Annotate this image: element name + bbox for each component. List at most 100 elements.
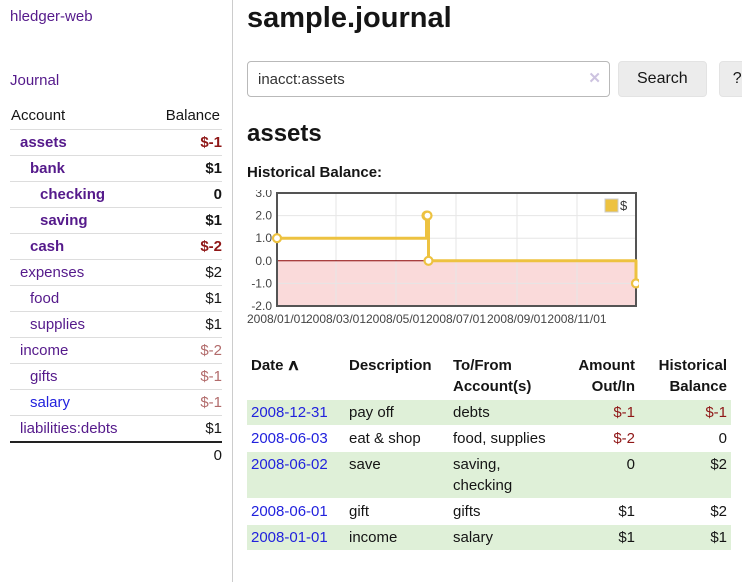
account-link[interactable]: income [20, 342, 69, 359]
transaction-date-link[interactable]: 2008-01-01 [251, 529, 328, 547]
help-button[interactable]: ? [718, 61, 742, 98]
account-row: liabilities:debts $1 [10, 415, 222, 442]
account-balance: $1 [149, 207, 222, 234]
accounts-table: Account Balance assets $-1 bank $1 check… [10, 102, 222, 468]
account-cell: supplies [10, 311, 150, 338]
account-link[interactable]: saving [40, 212, 88, 229]
account-link[interactable]: bank [30, 160, 66, 177]
register-row: 2008-06-01 gift gifts $1 $2 [247, 498, 731, 525]
account-row: income $-2 [10, 337, 222, 364]
account-link[interactable]: salary [30, 394, 71, 411]
account-link[interactable]: cash [30, 238, 65, 255]
search-button[interactable]: Search [618, 61, 707, 98]
account-cell: expenses [10, 259, 150, 286]
svg-text:2008/09/01: 2008/09/01 [487, 312, 547, 326]
register-header-date[interactable]: Date ∧ [251, 357, 300, 375]
account-balance: $-2 [149, 233, 222, 260]
clear-search-icon[interactable]: ✕ [588, 70, 601, 88]
register-balance-cell: $1 [639, 524, 731, 551]
svg-text:2008/07/01: 2008/07/01 [426, 312, 486, 326]
register-date-cell: 2008-06-01 [247, 498, 345, 525]
account-balance: $2 [149, 259, 222, 286]
register-amount-cell: 0 [555, 451, 639, 499]
account-balance: $1 [149, 415, 222, 442]
transaction-date-link[interactable]: 2008-12-31 [251, 404, 328, 422]
search-row: ✕ Search ? [247, 61, 742, 98]
app-brand-link[interactable]: hledger-web [10, 8, 93, 25]
register-date-cell: 2008-12-31 [247, 399, 345, 426]
account-balance: 0 [149, 181, 222, 208]
account-row: gifts $-1 [10, 363, 222, 390]
accounts-header-row: Account Balance [10, 102, 222, 130]
svg-text:-2.0: -2.0 [251, 299, 272, 313]
account-balance: $-1 [149, 389, 222, 416]
register-accounts-cell: gifts [449, 498, 555, 525]
register-accounts-cell: debts [449, 399, 555, 426]
transaction-date-link[interactable]: 2008-06-03 [251, 430, 328, 448]
account-row: bank $1 [10, 155, 222, 182]
account-row: assets $-1 [10, 129, 222, 156]
register-balance-cell: $2 [639, 451, 731, 499]
register-row: 2008-06-02 save saving, checking 0 $2 [247, 451, 731, 499]
register-header-balance: Historical Balance [658, 357, 727, 396]
register-description-cell: pay off [345, 399, 449, 426]
register-row: 2008-06-03 eat & shop food, supplies $-2… [247, 425, 731, 452]
accounts-header-account: Account [11, 107, 66, 124]
account-link[interactable]: food [30, 290, 60, 307]
account-link[interactable]: expenses [20, 264, 85, 281]
account-balance: $-1 [149, 363, 222, 390]
register-date-cell: 2008-06-02 [247, 451, 345, 499]
svg-text:2008/03/01: 2008/03/01 [306, 312, 366, 326]
account-row: checking 0 [10, 181, 222, 208]
account-row: salary $-1 [10, 389, 222, 416]
register-header-amount: Amount Out/In [578, 357, 635, 396]
accounts-table-body: assets $-1 bank $1 checking 0 saving $1 … [10, 129, 222, 442]
search-input-wrap: ✕ [247, 61, 610, 98]
register-amount-cell: $-2 [555, 425, 639, 452]
account-heading: assets [247, 120, 322, 148]
account-link[interactable]: supplies [30, 316, 86, 333]
svg-text:2008/05/01: 2008/05/01 [366, 312, 426, 326]
register-balance-cell: $-1 [639, 399, 731, 426]
register-row: 2008-01-01 income salary $1 $1 [247, 524, 731, 551]
account-link[interactable]: assets [20, 134, 67, 151]
svg-text:2.0: 2.0 [255, 209, 272, 223]
accounts-total-spacer [10, 441, 150, 468]
account-row: saving $1 [10, 207, 222, 234]
register-table-body: 2008-12-31 pay off debts $-1 $-1 2008-06… [247, 399, 731, 551]
accounts-header-balance: Balance [165, 107, 220, 124]
register-amount-cell: $1 [555, 498, 639, 525]
account-balance: $-1 [149, 129, 222, 156]
svg-text:3.0: 3.0 [255, 190, 272, 200]
register-header-row: Date ∧ Description To/From Account(s) Amo… [247, 353, 731, 400]
account-cell: assets [10, 129, 150, 156]
account-balance: $1 [149, 311, 222, 338]
account-balance: $1 [149, 155, 222, 182]
account-cell: income [10, 337, 150, 364]
account-row: cash $-2 [10, 233, 222, 260]
account-cell: food [10, 285, 150, 312]
register-description-cell: income [345, 524, 449, 551]
register-date-cell: 2008-06-03 [247, 425, 345, 452]
register-accounts-cell: saving, checking [449, 451, 555, 499]
account-cell: salary [10, 389, 150, 416]
register-row: 2008-12-31 pay off debts $-1 $-1 [247, 399, 731, 426]
search-input[interactable] [247, 61, 610, 98]
account-balance: $1 [149, 285, 222, 312]
transaction-date-link[interactable]: 2008-06-02 [251, 456, 328, 474]
transaction-date-link[interactable]: 2008-06-01 [251, 503, 328, 521]
accounts-total-balance: 0 [149, 441, 222, 468]
account-link[interactable]: liabilities:debts [20, 420, 118, 437]
account-row: supplies $1 [10, 311, 222, 338]
account-link[interactable]: gifts [30, 368, 58, 385]
sort-ascending-icon: ∧ [286, 357, 300, 375]
account-balance: $-2 [149, 337, 222, 364]
account-cell: saving [10, 207, 150, 234]
account-cell: liabilities:debts [10, 415, 150, 442]
svg-text:2008/11/01: 2008/11/01 [547, 312, 606, 326]
sidebar-item-journal[interactable]: Journal [10, 72, 60, 89]
account-link[interactable]: checking [40, 186, 106, 203]
svg-text:$: $ [620, 198, 628, 213]
svg-text:-1.0: -1.0 [251, 277, 272, 291]
account-cell: bank [10, 155, 150, 182]
